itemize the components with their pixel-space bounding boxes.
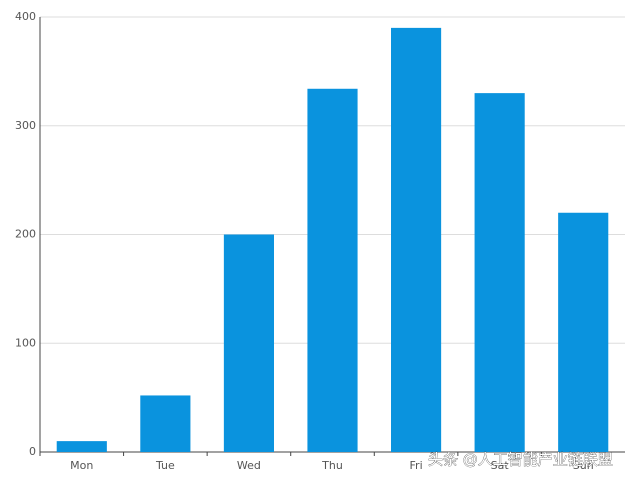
x-tick-label: Sat: [491, 459, 510, 472]
bar: [140, 395, 191, 452]
y-tick-label: 200: [15, 228, 36, 241]
bar: [307, 88, 358, 453]
x-tick-label: Fri: [410, 459, 423, 472]
bar: [474, 93, 525, 452]
bar: [391, 27, 442, 452]
y-tick-label: 300: [15, 119, 36, 132]
bar: [56, 441, 107, 452]
x-tick-label: Mon: [70, 459, 93, 472]
watermark: 头条 @人工智能产业链联盟: [428, 451, 613, 469]
bar: [558, 212, 609, 452]
x-tick-label: Sun: [573, 459, 594, 472]
x-tick-label: Wed: [237, 459, 261, 472]
y-tick-label: 0: [29, 445, 36, 458]
y-tick-label: 400: [15, 10, 36, 23]
x-tick-label: Thu: [321, 459, 343, 472]
bar: [223, 234, 274, 452]
y-tick-label: 100: [15, 336, 36, 349]
x-tick-label: Tue: [155, 459, 175, 472]
